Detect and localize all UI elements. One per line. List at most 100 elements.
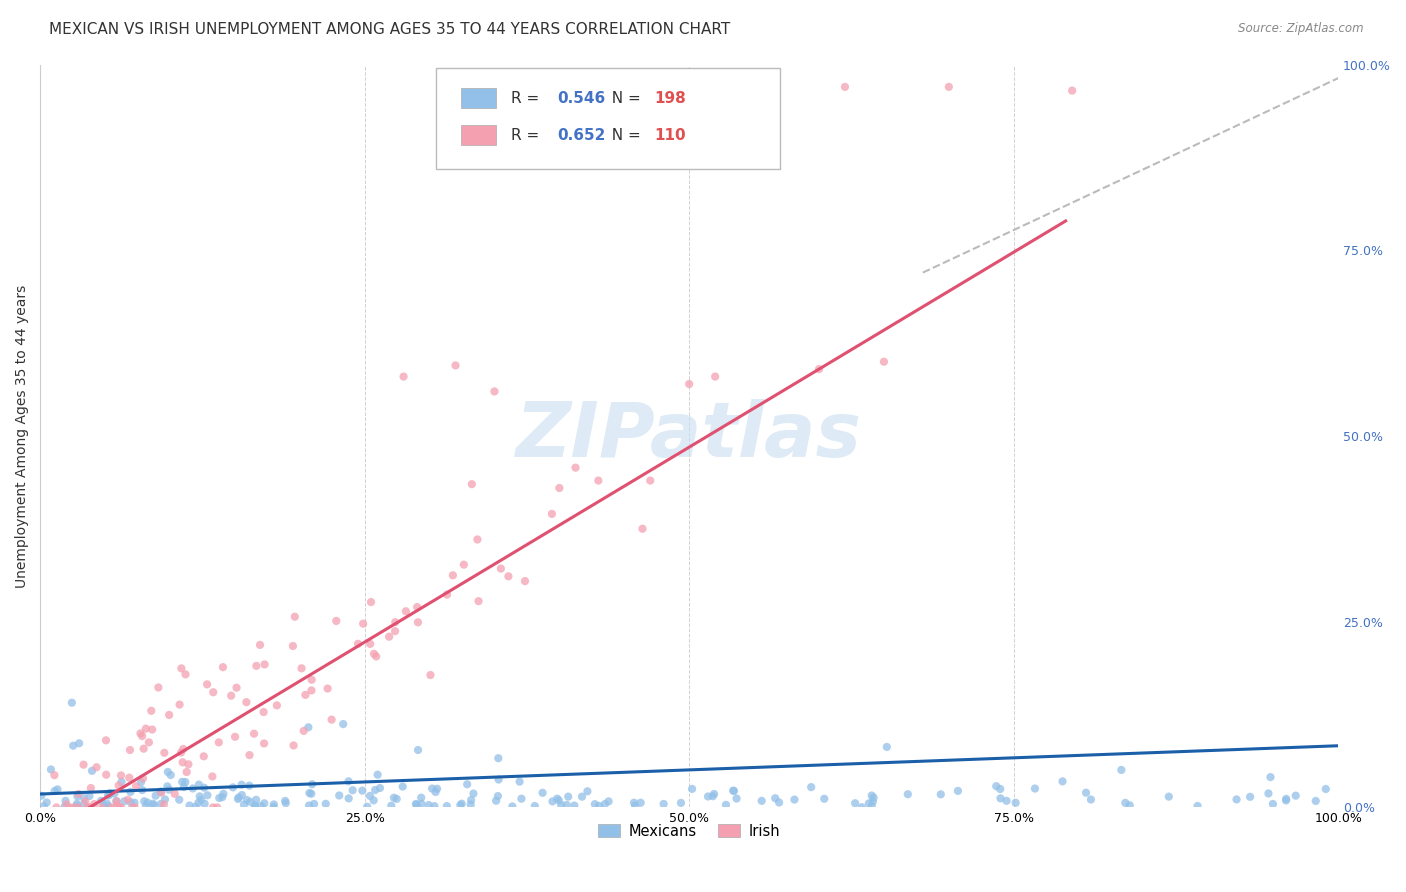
Point <box>245 658 267 673</box>
Point <box>243 727 266 741</box>
Point <box>990 791 1012 805</box>
Point <box>456 777 478 791</box>
Point <box>174 667 197 681</box>
Point <box>1074 786 1097 800</box>
Point <box>986 779 1008 793</box>
Point <box>110 768 132 782</box>
Point <box>112 794 135 808</box>
Point <box>211 790 233 805</box>
FancyBboxPatch shape <box>461 88 496 108</box>
Point <box>179 798 201 813</box>
Point <box>263 797 285 812</box>
Point <box>1275 792 1298 806</box>
Point <box>1285 789 1308 803</box>
Point <box>105 794 128 808</box>
Point <box>145 789 167 803</box>
Point <box>299 787 322 801</box>
Point <box>297 720 319 734</box>
Point <box>105 794 128 808</box>
Point <box>1119 798 1142 813</box>
Point <box>201 769 224 783</box>
Point <box>281 639 304 653</box>
Point <box>238 779 260 793</box>
Point <box>134 794 156 808</box>
Point <box>449 798 471 813</box>
Point <box>467 533 489 547</box>
Point <box>177 757 200 772</box>
Point <box>121 800 143 814</box>
Point <box>60 696 83 710</box>
Point <box>557 789 579 804</box>
Point <box>834 79 856 94</box>
Point <box>359 789 381 803</box>
Point <box>66 798 89 813</box>
Point <box>197 789 219 803</box>
Point <box>337 791 360 805</box>
Point <box>195 677 218 691</box>
Point <box>108 800 131 814</box>
Point <box>721 783 744 797</box>
Point <box>176 765 198 780</box>
Point <box>172 742 194 756</box>
Point <box>75 794 97 808</box>
Point <box>46 782 69 797</box>
Point <box>406 743 429 757</box>
Point <box>630 796 652 810</box>
Point <box>669 796 692 810</box>
Point <box>169 698 191 712</box>
Point <box>363 647 385 661</box>
Point <box>1157 789 1180 804</box>
Point <box>159 768 181 782</box>
Point <box>212 787 235 801</box>
Point <box>239 795 262 809</box>
Point <box>226 792 249 806</box>
Point <box>315 797 337 811</box>
Point <box>135 798 157 813</box>
Point <box>858 797 880 811</box>
Point <box>1225 792 1247 806</box>
Point <box>571 789 593 804</box>
Point <box>562 798 585 813</box>
Point <box>523 799 546 814</box>
Point <box>725 791 748 805</box>
Point <box>1257 787 1279 801</box>
Point <box>321 713 343 727</box>
Point <box>174 775 197 789</box>
Point <box>844 796 866 810</box>
Point <box>763 791 786 805</box>
Point <box>67 787 90 801</box>
Point <box>1114 796 1136 810</box>
Point <box>253 797 276 811</box>
Point <box>366 649 388 664</box>
Point <box>723 784 745 798</box>
Point <box>1260 770 1282 784</box>
Point <box>167 793 190 807</box>
Point <box>172 756 194 770</box>
Point <box>652 797 675 811</box>
Point <box>117 793 139 807</box>
Point <box>253 736 276 750</box>
Point <box>193 749 215 764</box>
Point <box>194 797 217 811</box>
Point <box>110 775 132 789</box>
Point <box>704 369 727 384</box>
Point <box>93 798 115 813</box>
Point <box>1052 774 1074 789</box>
Point <box>142 798 165 813</box>
Point <box>153 792 176 806</box>
Point <box>1080 792 1102 806</box>
Point <box>245 793 267 807</box>
Point <box>32 799 55 814</box>
Point <box>235 695 257 709</box>
Point <box>66 797 89 811</box>
Point <box>201 800 224 814</box>
Point <box>513 574 536 588</box>
Point <box>489 561 512 575</box>
Point <box>385 792 408 806</box>
Point <box>238 748 260 763</box>
Point <box>1315 782 1337 797</box>
Point <box>463 787 485 801</box>
Point <box>30 789 52 803</box>
Point <box>541 507 564 521</box>
Point <box>367 768 389 782</box>
